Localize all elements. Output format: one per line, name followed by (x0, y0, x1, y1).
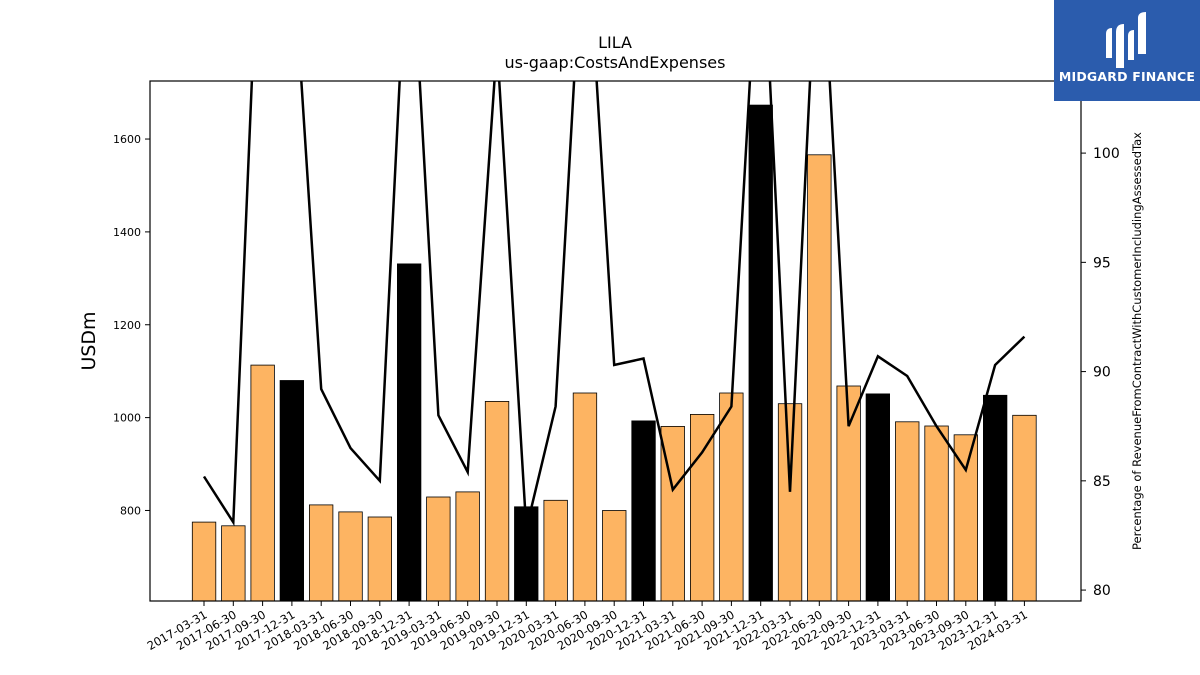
line-path (202, 81, 1026, 530)
bar (308, 504, 334, 602)
bar (455, 491, 480, 602)
bar (602, 510, 627, 602)
y2-axis-label: Percentage of RevenueFromContractWithCus… (1130, 132, 1144, 550)
bar (983, 394, 1008, 602)
y2-tick-label: 85 (1093, 474, 1111, 490)
y-tick-label: 1600 (113, 133, 141, 146)
x-axis: 2017-03-312017-06-302017-09-302017-12-31… (145, 601, 1030, 653)
bar (396, 263, 422, 602)
bar (1012, 414, 1037, 602)
bar (748, 104, 773, 602)
bar (279, 380, 305, 602)
bar (807, 154, 832, 602)
y2-tick-label: 100 (1093, 146, 1120, 162)
y-axis-left: 800 1000 1200 1400 1600 (113, 133, 150, 517)
bar (924, 425, 949, 602)
bar-series (191, 104, 1037, 602)
brand-logo: MIDGARD FINANCE (1054, 0, 1200, 101)
bar (543, 499, 568, 602)
bar (690, 413, 715, 602)
y-tick-label: 1000 (113, 412, 141, 425)
bar (191, 521, 217, 602)
bar (572, 392, 598, 602)
y2-tick-label: 80 (1093, 583, 1111, 599)
bar (631, 420, 656, 602)
line-series (202, 81, 1026, 530)
bar (484, 400, 510, 602)
bar (865, 393, 890, 602)
plot-frame (149, 80, 1082, 602)
midgard-m-logo-icon (1106, 12, 1146, 68)
y-axis-label: USDm (78, 311, 100, 370)
bar (367, 516, 393, 602)
bar (426, 496, 451, 602)
bar (221, 525, 246, 602)
bar (777, 403, 803, 602)
chart-title: LILA (598, 33, 632, 52)
y2-tick-label: 90 (1093, 365, 1111, 381)
bar (719, 392, 744, 602)
bar (250, 364, 275, 602)
y-tick-label: 800 (120, 504, 141, 517)
bar (895, 421, 920, 602)
y-axis-right: 80 85 90 95 100 (1081, 146, 1120, 599)
y2-tick-label: 95 (1093, 255, 1111, 271)
chart-subtitle: us-gaap:CostsAndExpenses (504, 53, 726, 72)
y-tick-label: 1400 (113, 226, 141, 239)
brand-name: MIDGARD FINANCE (1058, 69, 1196, 84)
y-tick-label: 1200 (113, 319, 141, 332)
bar (338, 511, 363, 602)
